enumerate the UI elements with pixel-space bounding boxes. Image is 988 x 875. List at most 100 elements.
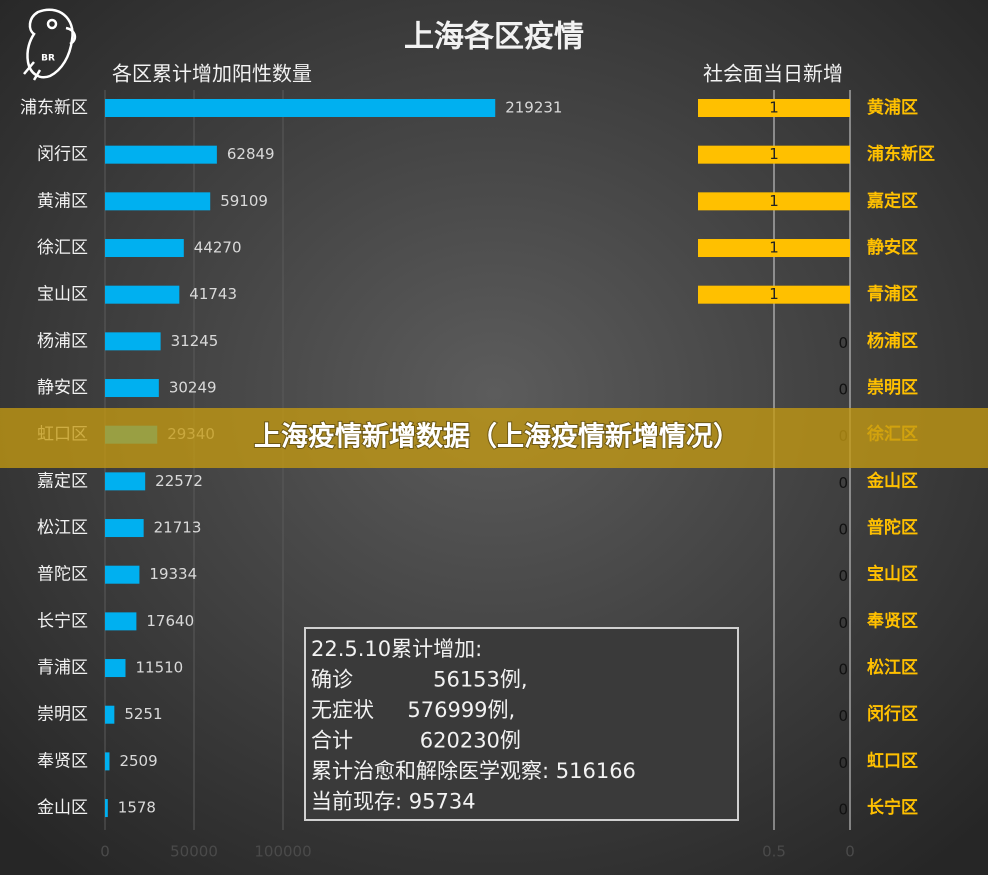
category-label: 静安区 bbox=[867, 237, 918, 258]
category-label: 松江区 bbox=[867, 657, 918, 678]
category-label: 金山区 bbox=[866, 470, 918, 491]
bar bbox=[105, 145, 217, 164]
value-label: 0 bbox=[838, 521, 848, 539]
category-label: 普陀区 bbox=[867, 517, 918, 538]
value-label: 1578 bbox=[118, 799, 156, 817]
category-label: 长宁区 bbox=[37, 611, 88, 631]
category-label: 奉贤区 bbox=[37, 751, 88, 771]
value-label: 31245 bbox=[171, 332, 219, 350]
category-label: 黄浦区 bbox=[37, 191, 88, 211]
value-label: 0 bbox=[838, 334, 848, 352]
bar bbox=[698, 192, 850, 211]
category-label: 松江区 bbox=[37, 518, 88, 538]
note-line: 当前现存: 95734 bbox=[311, 790, 476, 814]
value-label: 44270 bbox=[194, 239, 242, 257]
category-label: 崇明区 bbox=[867, 378, 918, 398]
right-chart-title: 社会面当日新增 bbox=[703, 62, 843, 86]
value-label: 62849 bbox=[227, 145, 275, 163]
value-label: 1 bbox=[769, 145, 779, 163]
bar bbox=[105, 519, 144, 538]
value-label: 1 bbox=[769, 99, 779, 117]
category-label: 青浦区 bbox=[37, 658, 88, 678]
value-label: 2509 bbox=[119, 752, 157, 770]
value-label: 17640 bbox=[146, 612, 194, 630]
category-label: 奉贤区 bbox=[866, 610, 918, 631]
category-label: 闵行区 bbox=[37, 145, 88, 165]
category-label: 嘉定区 bbox=[37, 471, 88, 491]
category-label: 徐汇区 bbox=[37, 238, 88, 258]
note-line: 累计治愈和解除医学观察: 516166 bbox=[311, 759, 636, 783]
bar bbox=[105, 752, 110, 771]
value-label: 0 bbox=[838, 614, 848, 632]
value-label: 59109 bbox=[220, 192, 268, 210]
logo bbox=[23, 8, 77, 81]
bar bbox=[698, 285, 850, 304]
bar bbox=[105, 612, 137, 631]
bar bbox=[105, 192, 211, 211]
category-label: 静安区 bbox=[37, 378, 88, 398]
value-label: 41743 bbox=[189, 285, 237, 303]
value-label: 0 bbox=[838, 754, 848, 772]
category-label: 宝山区 bbox=[867, 564, 918, 585]
x-tick-label: 0.5 bbox=[762, 843, 786, 861]
value-label: 11510 bbox=[135, 659, 183, 677]
left-chart-title: 各区累计增加阳性数量 bbox=[112, 62, 312, 86]
note-line: 合计 620230例 bbox=[311, 729, 521, 753]
note-line: 22.5.10累计增加: bbox=[311, 637, 482, 661]
value-label: 219231 bbox=[505, 99, 562, 117]
value-label: 21713 bbox=[154, 519, 202, 537]
x-tick-label: 100000 bbox=[254, 843, 311, 861]
note-line: 无症状 576999例, bbox=[311, 698, 515, 722]
bar bbox=[105, 332, 161, 351]
category-label: 金山区 bbox=[37, 798, 88, 818]
category-label: 浦东新区 bbox=[20, 98, 88, 118]
category-label: 宝山区 bbox=[37, 285, 88, 305]
banner-text: 上海疫情新增数据（上海疫情新增情况） bbox=[254, 421, 740, 453]
category-label: 虹口区 bbox=[867, 751, 918, 771]
value-label: 0 bbox=[838, 801, 848, 819]
value-label: 0 bbox=[838, 381, 848, 399]
category-label: 青浦区 bbox=[867, 284, 918, 305]
category-label: 杨浦区 bbox=[867, 330, 918, 351]
value-label: 0 bbox=[838, 474, 848, 492]
value-label: 0 bbox=[838, 567, 848, 585]
category-label: 崇明区 bbox=[37, 705, 88, 725]
x-tick-label: 0 bbox=[100, 843, 110, 861]
value-label: 1 bbox=[769, 239, 779, 257]
bar bbox=[698, 239, 850, 258]
bar bbox=[105, 472, 146, 491]
category-label: 杨浦区 bbox=[37, 331, 88, 351]
value-label: 5251 bbox=[124, 705, 162, 723]
value-label: 0 bbox=[838, 707, 848, 725]
bar bbox=[105, 565, 140, 584]
value-label: 0 bbox=[838, 661, 848, 679]
category-label: 浦东新区 bbox=[867, 144, 935, 165]
category-label: 嘉定区 bbox=[866, 190, 918, 211]
value-label: 1 bbox=[769, 192, 779, 210]
bar bbox=[105, 659, 126, 678]
category-label: 闵行区 bbox=[867, 704, 918, 725]
logo-text: BR bbox=[41, 54, 55, 64]
category-label: 普陀区 bbox=[37, 565, 88, 585]
note-line: 确诊 56153例, bbox=[311, 668, 528, 692]
bar bbox=[698, 99, 850, 117]
x-tick-label: 0 bbox=[845, 843, 855, 861]
bar bbox=[105, 799, 108, 818]
category-label: 黄浦区 bbox=[867, 97, 918, 118]
bar bbox=[698, 145, 850, 164]
banner bbox=[0, 408, 988, 468]
value-label: 22572 bbox=[155, 472, 203, 490]
bar bbox=[105, 379, 159, 398]
chart-title: 上海各区疫情 bbox=[404, 20, 584, 55]
bar bbox=[105, 705, 115, 724]
bar bbox=[105, 239, 184, 258]
value-label: 1 bbox=[769, 285, 779, 303]
category-label: 长宁区 bbox=[867, 797, 918, 818]
bar bbox=[105, 99, 496, 117]
value-label: 30249 bbox=[169, 379, 217, 397]
x-tick-label: 50000 bbox=[170, 843, 218, 861]
value-label: 19334 bbox=[149, 565, 197, 583]
notes-box bbox=[304, 627, 739, 821]
bar bbox=[105, 285, 180, 304]
